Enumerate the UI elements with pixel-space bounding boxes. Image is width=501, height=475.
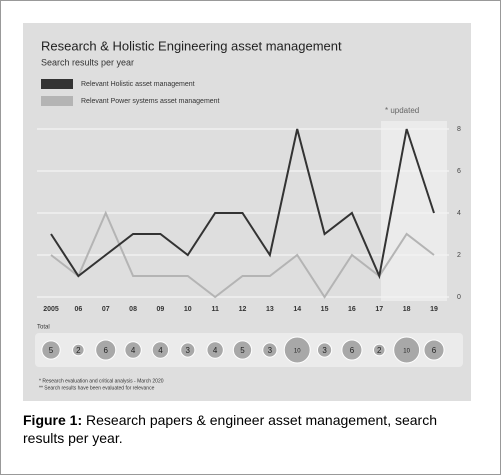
x-tick-label: 09 — [157, 306, 165, 313]
total-label: 3 — [322, 346, 327, 355]
total-label: 4 — [213, 346, 218, 355]
total-bubble — [283, 336, 311, 364]
x-tick-label: 10 — [184, 306, 192, 313]
total-label: 4 — [158, 346, 163, 355]
total-label: 2 — [76, 346, 81, 355]
caption-text: Research papers & engineer asset managem… — [23, 412, 437, 446]
total-bubble — [262, 342, 278, 358]
total-label: 10 — [403, 349, 410, 355]
series-line — [50, 210, 435, 299]
total-label: 5 — [240, 346, 245, 355]
x-tick-label: 14 — [293, 306, 301, 313]
footnote: * Research evaluation and critical analy… — [39, 378, 164, 384]
totals-label: Total — [37, 325, 50, 331]
chart-subtitle: Search results per year — [41, 57, 134, 67]
x-tick-label: 07 — [102, 306, 110, 313]
total-label: 5 — [49, 346, 54, 355]
x-tick-label: 2005 — [43, 306, 59, 313]
total-label: 6 — [103, 346, 108, 355]
x-tick-label: 17 — [375, 306, 383, 313]
y-tick-label: 0 — [457, 294, 461, 301]
x-tick-label: 18 — [403, 306, 411, 313]
footnote: ** Search results have been evaluated fo… — [39, 385, 155, 391]
y-tick-label: 6 — [457, 168, 461, 175]
legend-label: Relevant Holistic asset management — [81, 81, 195, 88]
total-label: 3 — [186, 346, 191, 355]
x-tick-label: 06 — [74, 306, 82, 313]
total-bubble — [151, 341, 170, 359]
annotation: * updated — [385, 106, 419, 115]
x-tick-label: 11 — [211, 306, 219, 313]
total-bubble — [316, 342, 333, 358]
total-label: 2 — [377, 346, 382, 355]
x-tick-label: 15 — [321, 306, 329, 313]
total-label: 6 — [432, 346, 437, 355]
legend-swatch — [41, 96, 73, 106]
legend-label: Relevant Power systems asset management — [81, 98, 220, 105]
total-label: 4 — [131, 346, 136, 355]
total-bubble — [341, 339, 363, 361]
total-bubble — [95, 339, 117, 361]
total-label: 6 — [350, 346, 355, 355]
total-label: 3 — [268, 346, 273, 355]
y-tick-label: 2 — [457, 252, 461, 259]
total-bubble — [124, 341, 142, 359]
total-bubble — [232, 340, 253, 360]
series-line — [50, 128, 435, 280]
total-bubble — [372, 343, 386, 357]
x-tick-label: 12 — [239, 306, 247, 313]
y-tick-label: 8 — [457, 126, 461, 133]
total-bubble — [393, 336, 421, 364]
legend-swatch — [41, 79, 73, 89]
caption: Figure 1: Research papers & engineer ass… — [23, 411, 478, 447]
total-bubble — [72, 343, 85, 357]
x-tick-label: 08 — [129, 306, 137, 313]
total-bubble — [423, 339, 445, 361]
y-tick-label: 4 — [457, 210, 461, 217]
total-bubble — [180, 342, 196, 358]
chart: Research & Holistic Engineering asset ma… — [23, 23, 471, 401]
caption-label: Figure 1: — [23, 412, 83, 428]
total-bubble — [206, 341, 224, 359]
total-label: 10 — [294, 349, 301, 355]
chart-title: Research & Holistic Engineering asset ma… — [41, 38, 342, 53]
x-tick-label: 19 — [430, 306, 438, 313]
x-tick-label: 16 — [348, 306, 356, 313]
x-tick-label: 13 — [266, 306, 274, 313]
total-bubble — [41, 340, 61, 360]
